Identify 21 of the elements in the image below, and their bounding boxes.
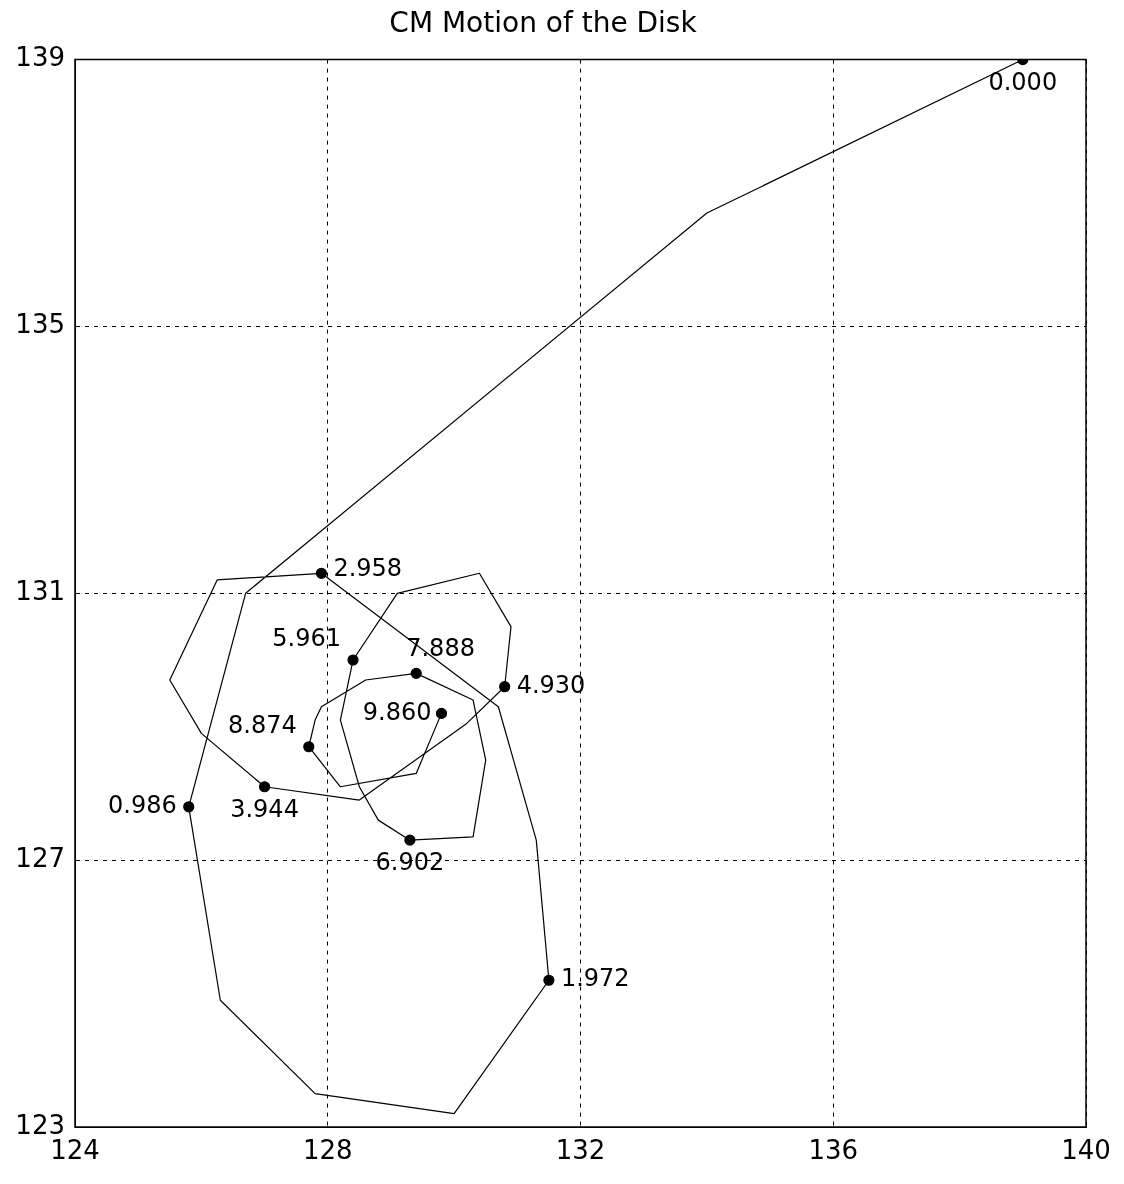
y-tick-label: 131 <box>15 576 65 607</box>
x-tick-label: 128 <box>302 1135 353 1166</box>
annotation: 1.972 <box>560 964 630 993</box>
y-tick-label: 139 <box>15 42 65 73</box>
y-tick-label: 127 <box>15 842 65 873</box>
annotation: 6.902 <box>375 848 445 877</box>
x-tick-label: 132 <box>555 1135 606 1166</box>
annotation: 0.986 <box>108 791 177 820</box>
annotation: 5.961 <box>272 624 342 653</box>
point <box>315 567 328 579</box>
x-tick-label: 136 <box>808 1135 859 1166</box>
annotation: 3.944 <box>230 795 299 823</box>
annotation: 4.930 <box>516 670 586 699</box>
annotation: 0.000 <box>988 67 1058 96</box>
chart-title: CM Motion of the Disk <box>389 6 698 40</box>
point <box>435 707 448 719</box>
y-tick-label: 135 <box>15 309 65 340</box>
annotation: 9.860 <box>362 697 432 726</box>
x-tick-label: 140 <box>1061 1135 1111 1166</box>
annotation: 8.874 <box>228 710 297 739</box>
annotation: 2.958 <box>333 553 403 582</box>
